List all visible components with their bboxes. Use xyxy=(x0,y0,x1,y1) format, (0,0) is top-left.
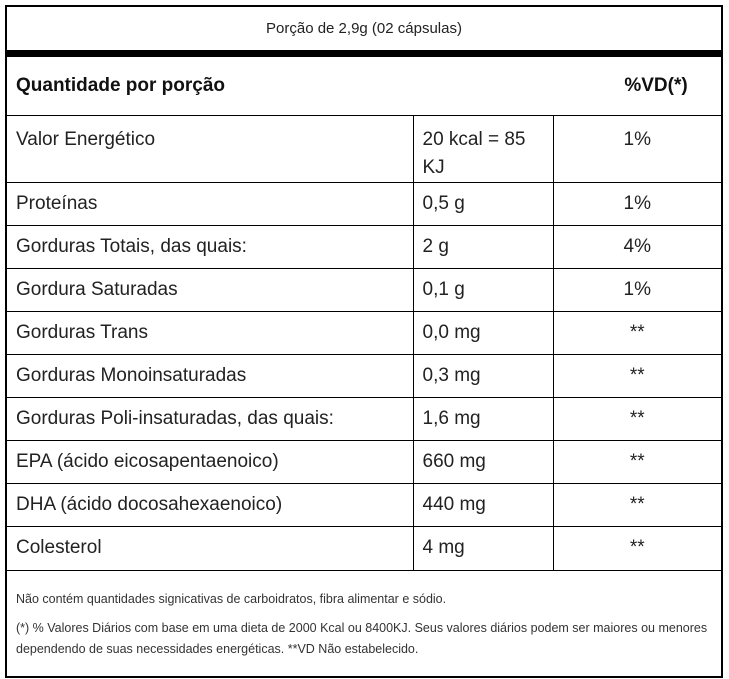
table-row: Gorduras Totais, das quais: 2 g 4% xyxy=(7,225,721,269)
nutrient-amount: 20 kcal = 85 KJ xyxy=(412,115,553,183)
nutrient-vd: ** xyxy=(552,397,721,441)
nutrient-name: Proteínas xyxy=(7,182,413,226)
nutrient-vd: 1% xyxy=(552,182,721,226)
nutrient-amount: 440 mg xyxy=(412,483,553,527)
nutrient-vd: ** xyxy=(552,526,721,570)
nutrition-facts-table: Porção de 2,9g (02 cápsulas) Quantidade … xyxy=(5,5,723,678)
nutrient-vd: 4% xyxy=(552,225,721,269)
nutrient-vd: ** xyxy=(552,483,721,527)
nutrient-name: Gorduras Poli-insaturadas, das quais: xyxy=(7,397,413,441)
footnote-daily-values: (*) % Valores Diários com base em uma di… xyxy=(16,620,708,656)
table-row: Colesterol 4 mg ** xyxy=(7,526,721,570)
table-row: Gorduras Monoinsaturadas 0,3 mg ** xyxy=(7,354,721,398)
nutrient-amount: 4 mg xyxy=(412,526,553,570)
nutrient-vd: ** xyxy=(552,354,721,398)
nutrient-amount: 0,0 mg xyxy=(412,311,553,355)
nutrient-amount: 0,1 g xyxy=(412,268,553,312)
nutrient-vd: ** xyxy=(552,440,721,484)
thick-divider xyxy=(7,50,721,57)
nutrient-name: EPA (ácido eicosapentaenoico) xyxy=(7,440,413,484)
table-row: Gordura Saturadas 0,1 g 1% xyxy=(7,268,721,312)
table-footnotes: Não contém quantidades signicativas de c… xyxy=(7,569,721,660)
table-row: EPA (ácido eicosapentaenoico) 660 mg ** xyxy=(7,440,721,484)
table-header: Quantidade por porção %VD(*) xyxy=(7,57,721,115)
daily-value-header: %VD(*) xyxy=(624,75,688,96)
nutrient-amount: 2 g xyxy=(412,225,553,269)
nutrient-name: Colesterol xyxy=(7,526,413,570)
table-row: Gorduras Poli-insaturadas, das quais: 1,… xyxy=(7,397,721,441)
nutrient-vd: 1% xyxy=(552,115,721,183)
footnote-not-significant: Não contém quantidades signicativas de c… xyxy=(16,591,447,606)
table-row: Valor Energético 20 kcal = 85 KJ 1% xyxy=(7,115,721,183)
nutrient-amount: 0,3 mg xyxy=(412,354,553,398)
table-row: DHA (ácido docosahexaenoico) 440 mg ** xyxy=(7,483,721,527)
nutrient-amount: 660 mg xyxy=(412,440,553,484)
nutrient-vd: ** xyxy=(552,311,721,355)
table-row: Proteínas 0,5 g 1% xyxy=(7,182,721,226)
table-row: Gorduras Trans 0,0 mg ** xyxy=(7,311,721,355)
nutrient-vd: 1% xyxy=(552,268,721,312)
nutrients-table: Valor Energético 20 kcal = 85 KJ 1% Prot… xyxy=(7,115,721,570)
nutrient-name: Gorduras Trans xyxy=(7,311,413,355)
nutrient-amount: 1,6 mg xyxy=(412,397,553,441)
quantity-header: Quantidade por porção xyxy=(16,75,226,96)
nutrient-name: Gordura Saturadas xyxy=(7,268,413,312)
serving-size: Porção de 2,9g (02 cápsulas) xyxy=(266,20,462,37)
nutrient-name: Gorduras Totais, das quais: xyxy=(7,225,413,269)
nutrient-amount: 0,5 g xyxy=(412,182,553,226)
nutrient-name: Gorduras Monoinsaturadas xyxy=(7,354,413,398)
nutrient-name: DHA (ácido docosahexaenoico) xyxy=(7,483,413,527)
nutrient-name: Valor Energético xyxy=(7,115,413,183)
